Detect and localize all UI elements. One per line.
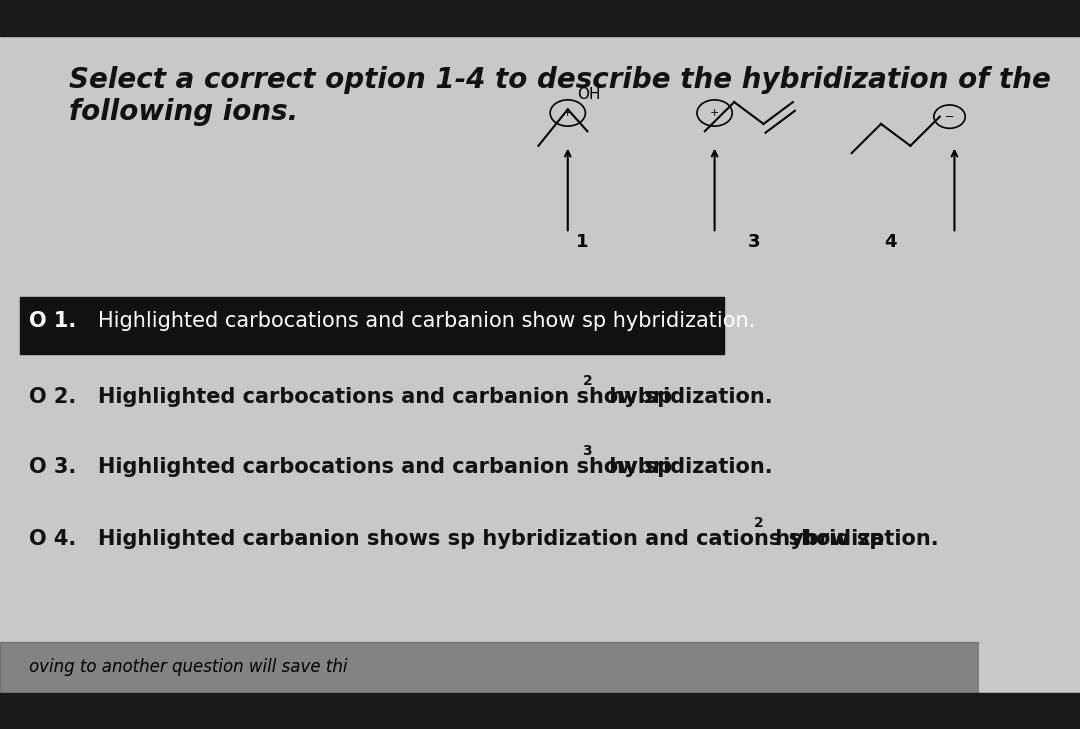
Text: −: −	[945, 112, 955, 122]
Text: 2: 2	[582, 374, 592, 389]
Text: 1: 1	[577, 233, 589, 252]
Text: O 4.: O 4.	[29, 529, 77, 550]
Text: +: +	[563, 108, 572, 118]
Text: Highlighted carbanion shows sp hybridization and cations show sp: Highlighted carbanion shows sp hybridiza…	[98, 529, 885, 550]
Text: 2: 2	[754, 516, 764, 531]
Bar	[0, 642, 978, 729]
Text: 3: 3	[747, 233, 760, 252]
Text: O 3.: O 3.	[29, 456, 77, 477]
Text: Highlighted carbocations and carbanion show sp hybridization.: Highlighted carbocations and carbanion s…	[98, 311, 755, 331]
Text: hybridization.: hybridization.	[602, 456, 772, 477]
Text: hybridization.: hybridization.	[769, 529, 940, 550]
Text: Highlighted carbocations and carbanion show sp: Highlighted carbocations and carbanion s…	[98, 456, 672, 477]
Text: OH: OH	[578, 87, 602, 102]
Text: oving to another question will save thi: oving to another question will save thi	[29, 658, 348, 676]
Text: Select a correct option 1-4 to describe the hybridization of the following ions.: Select a correct option 1-4 to describe …	[68, 66, 1051, 126]
Text: Highlighted carbocations and carbanion show sp: Highlighted carbocations and carbanion s…	[98, 387, 672, 408]
Text: 3: 3	[582, 443, 592, 458]
Text: ≡: ≡	[39, 699, 59, 722]
Text: hybridization.: hybridization.	[602, 387, 772, 408]
Text: O 1.: O 1.	[29, 311, 77, 331]
Text: +: +	[710, 108, 719, 118]
Text: 4: 4	[885, 233, 897, 252]
Text: O 2.: O 2.	[29, 387, 77, 408]
Bar	[19, 297, 725, 354]
